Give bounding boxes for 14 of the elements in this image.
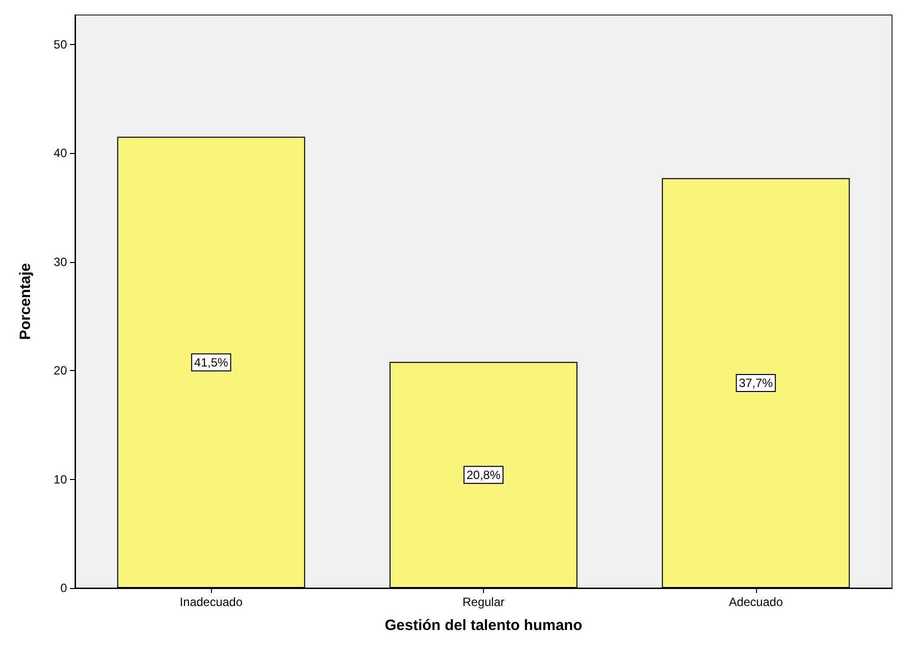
- data-label: 20,8%: [466, 468, 501, 482]
- y-axis-title: Porcentaje: [17, 263, 34, 340]
- y-tick-label: 10: [54, 472, 68, 486]
- y-tick-label: 30: [54, 254, 68, 269]
- x-tick-label: Regular: [462, 595, 505, 609]
- x-tick-label: Adecuado: [728, 595, 784, 609]
- y-tick-label: 50: [54, 37, 68, 52]
- x-tick-label: Inadecuado: [180, 595, 243, 609]
- y-tick-label: 0: [60, 581, 68, 595]
- data-label: 37,7%: [738, 376, 774, 390]
- data-label: 41,5%: [194, 355, 229, 370]
- y-tick-label: 20: [54, 364, 68, 378]
- x-axis-title: Gestión del talento humano: [384, 617, 582, 634]
- y-tick-label: 40: [54, 146, 68, 160]
